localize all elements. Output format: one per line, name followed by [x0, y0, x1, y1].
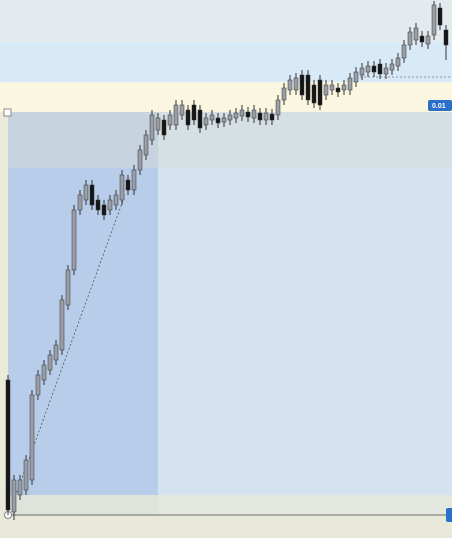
price-label-box	[446, 508, 452, 522]
candle-body	[377, 63, 383, 75]
candle-body	[113, 194, 119, 206]
price-label: 0.01	[432, 103, 446, 110]
candle-body	[413, 27, 419, 41]
candle-body	[77, 194, 83, 211]
candle-body	[359, 67, 365, 76]
candle-body	[401, 44, 407, 59]
candle-body	[95, 199, 101, 211]
candle-body	[155, 117, 161, 131]
candle-body	[101, 204, 107, 216]
candle-body	[125, 179, 131, 191]
candle-body	[395, 57, 401, 67]
candle-body	[29, 394, 35, 481]
candle-body	[191, 104, 197, 121]
candle-body	[317, 79, 323, 106]
candle-body	[65, 269, 71, 306]
candle-body	[119, 174, 125, 201]
price-label-box	[428, 100, 452, 111]
candle-body	[35, 374, 41, 396]
candle-body	[347, 77, 353, 91]
candle-body	[209, 114, 215, 121]
candle-body	[59, 299, 65, 351]
candle-body	[197, 109, 203, 129]
candle-body	[233, 112, 239, 119]
candle-body	[365, 65, 371, 73]
candle-body	[251, 109, 257, 119]
candle-body	[221, 117, 227, 123]
candle-body	[131, 169, 137, 191]
candle-body	[143, 134, 149, 156]
handle[interactable]	[3, 108, 12, 117]
candle-body	[173, 104, 179, 126]
candle-body	[179, 104, 185, 116]
candle-body	[47, 354, 53, 371]
candle-body	[149, 114, 155, 141]
candle-body	[443, 29, 449, 46]
candle-body	[341, 84, 347, 91]
candle-body	[239, 109, 245, 117]
candle-body	[83, 184, 89, 201]
candle-body	[167, 114, 173, 126]
candle-body	[287, 79, 293, 91]
candle-body	[371, 65, 377, 73]
candle-body	[89, 184, 95, 206]
candle-body	[53, 344, 59, 361]
candle-body	[107, 199, 113, 211]
candle-body	[383, 67, 389, 75]
zone-blue	[0, 42, 452, 82]
candle-body	[269, 113, 275, 121]
zone-bottom	[0, 495, 452, 538]
zone-cream	[0, 82, 452, 112]
candle-body	[419, 35, 425, 43]
candles	[5, 1, 449, 520]
candle-body	[293, 77, 299, 91]
candle-body	[335, 87, 341, 93]
candle-body	[311, 84, 317, 104]
candle-body	[281, 87, 287, 101]
candle-body	[353, 71, 359, 83]
candle-body	[407, 31, 413, 46]
candle-body	[17, 479, 23, 496]
candle-body	[257, 112, 263, 121]
candle-body	[305, 74, 311, 101]
candle-body	[11, 479, 17, 513]
candle-body	[275, 99, 281, 116]
candle-body	[431, 4, 437, 36]
candle-body	[215, 117, 221, 124]
background-top	[0, 0, 452, 42]
candle-body	[425, 35, 431, 45]
candle-body	[263, 112, 269, 121]
candle-body	[185, 109, 191, 126]
candle-body	[299, 74, 305, 96]
candle-body	[137, 149, 143, 171]
candle-body	[245, 111, 251, 118]
candle-body	[203, 117, 209, 126]
candle-body	[227, 114, 233, 121]
candle-body	[437, 7, 443, 26]
candle-body	[5, 379, 11, 511]
candle-body	[389, 63, 395, 71]
candle-body	[323, 84, 329, 96]
candle-body	[329, 84, 335, 91]
candle-body	[23, 459, 29, 491]
candle-body	[71, 209, 77, 271]
candle-body	[161, 119, 167, 136]
candle-body	[41, 364, 47, 381]
